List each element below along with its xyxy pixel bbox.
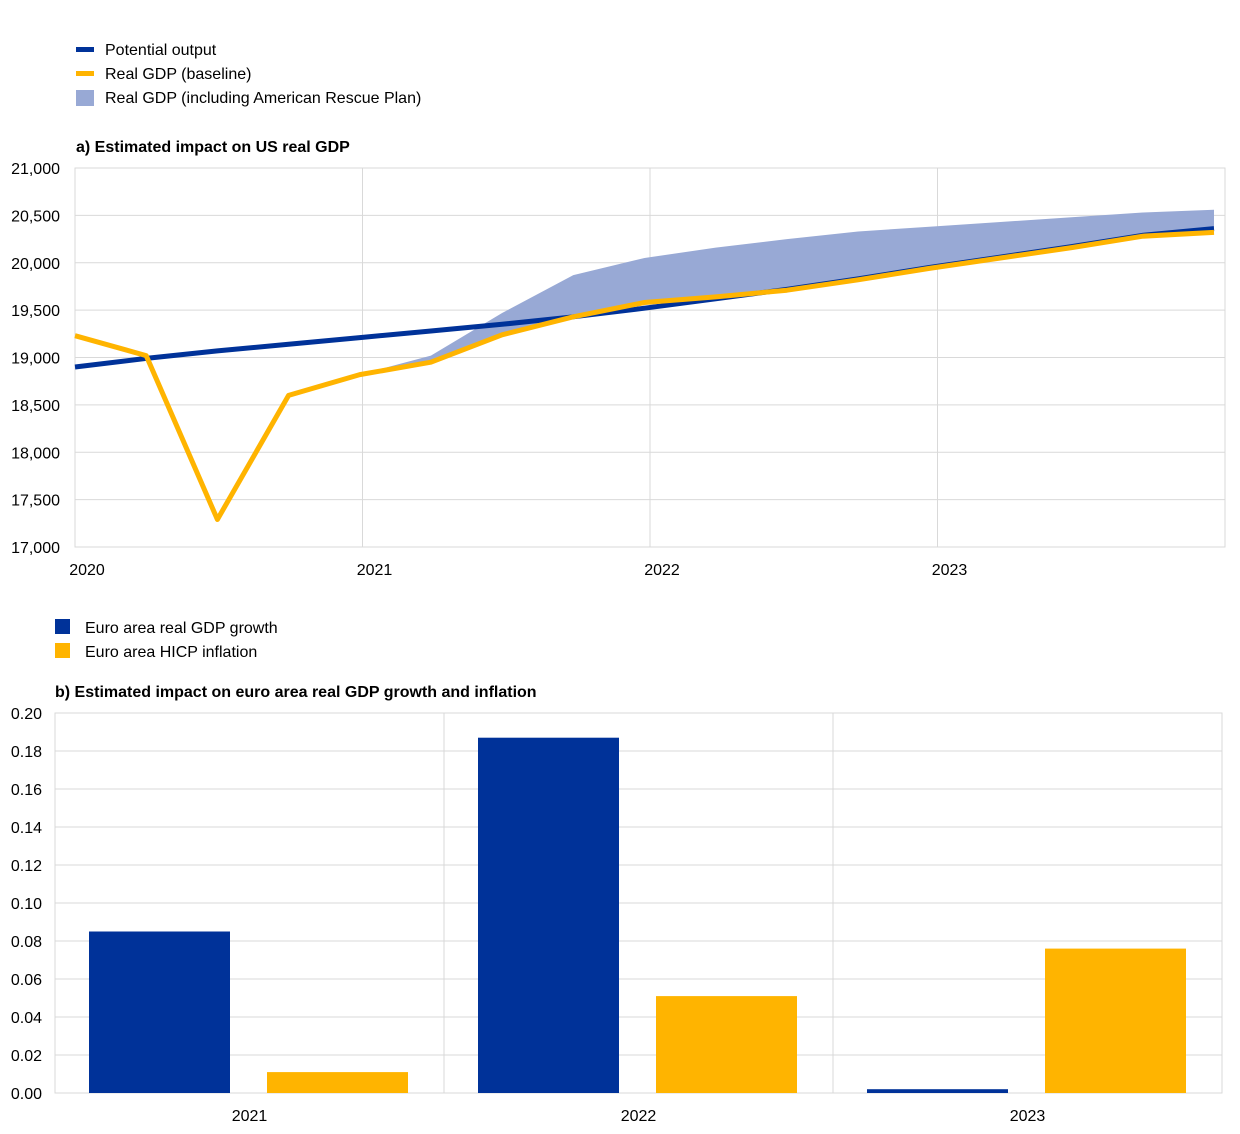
x-tick-label: 2020 xyxy=(69,562,105,579)
y-tick-label: 0.02 xyxy=(11,1048,42,1065)
legend-label-euro-gdp-growth: Euro area real GDP growth xyxy=(85,620,278,637)
y-tick-label: 17,500 xyxy=(11,493,60,510)
panel-a-title: a) Estimated impact on US real GDP xyxy=(76,139,350,156)
x-tick-label: 2023 xyxy=(1010,1108,1046,1125)
bar-euro-gdp-growth-2022 xyxy=(478,737,619,1093)
y-tick-label: 19,500 xyxy=(11,303,60,320)
y-tick-label: 20,000 xyxy=(11,256,60,273)
legend-swatch-euro-gdp-growth xyxy=(55,619,70,634)
y-tick-label: 19,000 xyxy=(11,351,60,368)
y-tick-label: 0.20 xyxy=(11,706,42,723)
legend-swatch-real-gdp-baseline xyxy=(76,71,94,76)
panel-b-plot: 0.00 0.02 0.04 0.06 0.08 0.10 0.12 0.14 0.16 0.18… xyxy=(11,706,1223,1125)
x-tick-label: 2021 xyxy=(232,1108,268,1125)
y-tick-label: 0.00 xyxy=(11,1086,42,1103)
y-tick-label: 0.12 xyxy=(11,858,42,875)
y-tick-label: 18,000 xyxy=(11,445,60,462)
legend-label-potential-output: Potential output xyxy=(105,42,217,59)
bar-euro-hicp-inflation-2022 xyxy=(656,996,797,1093)
legend-label-real-gdp-arp: Real GDP (including American Rescue Plan… xyxy=(105,90,421,107)
legend-label-real-gdp-baseline: Real GDP (baseline) xyxy=(105,66,251,83)
plot-frame xyxy=(54,712,1223,1094)
legend-swatch-potential-output xyxy=(76,47,94,52)
legend-item-euro-gdp-growth: Euro area real GDP growth xyxy=(55,619,278,637)
y-tick-label: 0.14 xyxy=(11,820,42,837)
y-tick-label: 0.10 xyxy=(11,896,42,913)
legend-swatch-real-gdp-arp xyxy=(76,90,94,106)
plot-frame xyxy=(74,167,1226,548)
bar-euro-gdp-growth-2023 xyxy=(867,1089,1008,1093)
legend-item-real-gdp-arp: Real GDP (including American Rescue Plan… xyxy=(76,90,421,107)
series-line-real-gdp-baseline xyxy=(74,229,1215,522)
bar-euro-hicp-inflation-2023 xyxy=(1045,948,1186,1093)
y-tick-label: 0.04 xyxy=(11,1010,42,1027)
bar-euro-gdp-growth-2021 xyxy=(89,931,230,1093)
x-tick-label: 2022 xyxy=(644,562,680,579)
y-tick-label: 0.08 xyxy=(11,934,42,951)
y-tick-label: 0.06 xyxy=(11,972,42,989)
panel-a-plot: 17,000 17,500 18,000 18,500 19,000 19,500 20,0… xyxy=(11,161,1226,579)
y-tick-label: 17,000 xyxy=(11,540,60,557)
x-tick-label: 2021 xyxy=(357,562,393,579)
y-tick-label: 0.18 xyxy=(11,744,42,761)
bar-euro-hicp-inflation-2021 xyxy=(267,1072,408,1093)
legend-b: Euro area real GDP growth Euro area HICP… xyxy=(55,619,278,661)
legend-label-euro-hicp-inflation: Euro area HICP inflation xyxy=(85,644,257,661)
x-tick-label: 2023 xyxy=(932,562,968,579)
x-tick-label: 2022 xyxy=(621,1108,657,1125)
y-tick-label: 0.16 xyxy=(11,782,42,799)
panel-b-title: b) Estimated impact on euro area real GD… xyxy=(55,684,537,701)
legend-item-real-gdp-baseline: Real GDP (baseline) xyxy=(76,66,251,83)
legend-a: Potential output Real GDP (baseline) Rea… xyxy=(76,42,421,107)
y-tick-label: 21,000 xyxy=(11,161,60,178)
legend-item-euro-hicp-inflation: Euro area HICP inflation xyxy=(55,643,257,661)
y-tick-label: 18,500 xyxy=(11,398,60,415)
y-tick-label: 20,500 xyxy=(11,208,60,225)
legend-swatch-euro-hicp-inflation xyxy=(55,643,70,658)
legend-item-potential-output: Potential output xyxy=(76,42,217,59)
